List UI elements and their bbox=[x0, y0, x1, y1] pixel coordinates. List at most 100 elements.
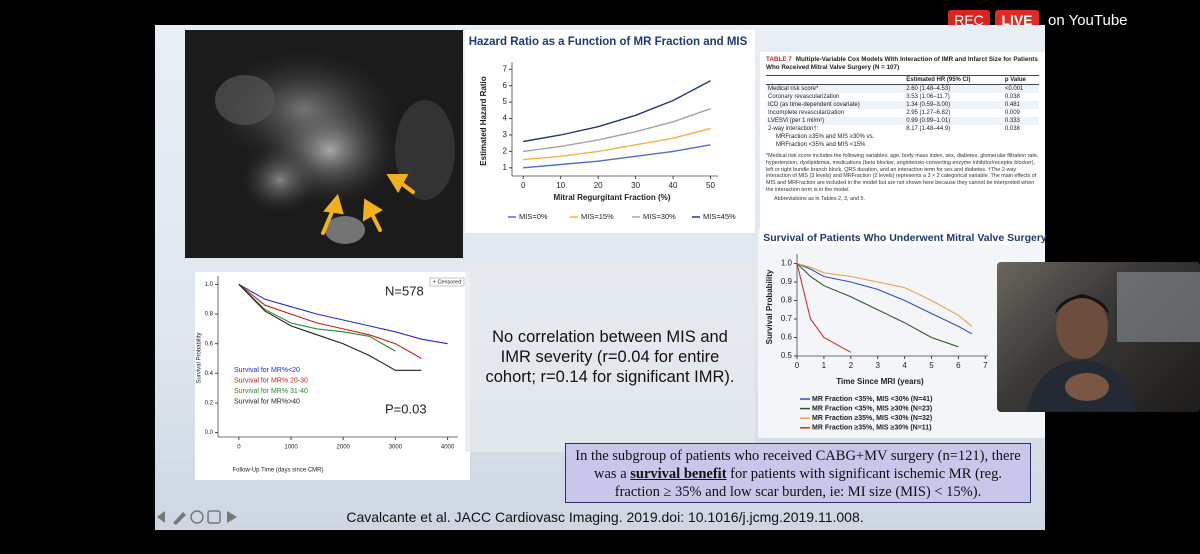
table-row: Medical risk score* 2.60 (1.48–4.53) <0.00… bbox=[766, 84, 1039, 93]
statement-text: No correlation between MIS and IMR sever… bbox=[485, 328, 735, 386]
series-line bbox=[238, 283, 448, 345]
table-title: TABLE 7 Multiple-Variable Cox Models With… bbox=[766, 56, 1039, 72]
y-tick-label: 0.2 bbox=[205, 401, 214, 407]
mri-image bbox=[185, 30, 463, 258]
x-tick-label: 4000 bbox=[441, 445, 455, 451]
x-tick-label: 0 bbox=[237, 445, 241, 451]
y-tick-label: 7 bbox=[503, 64, 508, 73]
table-cell: 0.038 bbox=[1004, 126, 1020, 132]
annotation: + Censored bbox=[433, 279, 462, 285]
header-cell: Estimated HR (95% CI) bbox=[904, 75, 1003, 85]
cox-table: TABLE 7 Multiple-Variable Cox Models With… bbox=[760, 52, 1045, 245]
x-tick-label: 30 bbox=[631, 181, 640, 190]
table-cell: LVESVi (per 1 ml/m²) bbox=[766, 117, 905, 125]
table-cell: 0.481 bbox=[1002, 101, 1039, 109]
series-line bbox=[238, 284, 396, 352]
legend-label: MIS=45% bbox=[703, 212, 736, 221]
x-axis-label: Follow-Up Time (days since CMR) bbox=[232, 468, 323, 474]
table-row: Coronary revascularization 3.53 (1.06–11.… bbox=[766, 93, 1039, 101]
legend-label: Survival for MR% 20-30 bbox=[234, 377, 308, 384]
legend-label: MR Fraction <35%, MIS ≥30% (N=23) bbox=[812, 405, 932, 412]
y-tick-label: 2 bbox=[503, 146, 508, 155]
y-axis-label: Survival Probability bbox=[765, 269, 774, 344]
table-cell: 2.95 (1.27–6.82) bbox=[906, 110, 951, 116]
legend-label: Survival for MR%>40 bbox=[234, 398, 300, 405]
y-tick-label: 1.0 bbox=[205, 282, 214, 288]
note-box: In the subgroup of patients who received… bbox=[565, 443, 1031, 503]
table-row: LVESVi (per 1 ml/m²) 0.99 (0.99–1.01) 0.33… bbox=[766, 117, 1039, 125]
y-tick-label: 0.6 bbox=[781, 333, 793, 342]
legend-label: MR Fraction ≥35%, MIS <30% (N=32) bbox=[812, 415, 932, 422]
y-tick-label: 5 bbox=[503, 97, 508, 106]
x-tick-label: 10 bbox=[556, 181, 565, 190]
annotation: N=578 bbox=[385, 283, 424, 298]
x-tick-label: 3 bbox=[875, 361, 880, 370]
y-tick-label: 0.5 bbox=[781, 351, 793, 360]
prev-button[interactable] bbox=[157, 511, 165, 523]
x-axis-label: Time Since MRI (years) bbox=[836, 377, 924, 386]
webcam-feed bbox=[997, 262, 1200, 412]
annotation: P=0.03 bbox=[385, 401, 427, 416]
y-tick-label: 0.8 bbox=[781, 296, 793, 305]
table-header-row: Estimated HR (95% CI) p Value bbox=[766, 75, 1039, 85]
table-cell: 0.038 bbox=[1004, 94, 1020, 100]
table-cell: 1.34 (0.59–3.00) bbox=[904, 101, 1003, 109]
x-tick-label: 0 bbox=[521, 181, 526, 190]
statement-box: No correlation between MIS and IMR sever… bbox=[465, 262, 755, 452]
x-tick-label: 40 bbox=[669, 181, 678, 190]
y-axis-label: Estimated Hazard Ratio bbox=[479, 76, 488, 165]
table-title-text: Multiple-Variable Cox Models With Intera… bbox=[766, 56, 1038, 71]
y-tick-label: 0.7 bbox=[781, 314, 793, 323]
x-tick-label: 3000 bbox=[389, 445, 403, 451]
x-tick-label: 4 bbox=[902, 361, 907, 370]
y-tick-label: 0.9 bbox=[781, 277, 793, 286]
y-tick-label: 3 bbox=[503, 130, 508, 139]
legend-label: Survival for MR%<20 bbox=[234, 367, 300, 374]
legend-label: Survival for MR% 31-40 bbox=[234, 388, 308, 395]
table-cell: Incomplete revascularization bbox=[768, 110, 845, 116]
series-line bbox=[796, 263, 852, 353]
x-tick-label: 0 bbox=[795, 361, 800, 370]
table-cell: ICD (as time-dependent covariate) bbox=[766, 101, 905, 109]
x-tick-label: 50 bbox=[706, 181, 715, 190]
legend-label: MR Fraction <35%, MIS <30% (N=41) bbox=[812, 396, 932, 403]
x-tick-label: 7 bbox=[983, 361, 988, 370]
table-abbreviations: Abbreviations as in Tables 2, 3, and 5. bbox=[774, 195, 866, 202]
y-tick-label: 0.8 bbox=[205, 312, 214, 318]
x-tick-label: 2000 bbox=[337, 445, 351, 451]
webcam-scene bbox=[1027, 272, 1200, 412]
y-tick-label: 1.0 bbox=[781, 259, 793, 268]
y-axis-label: Survival Probability bbox=[197, 332, 203, 383]
y-tick-label: 0.6 bbox=[205, 341, 214, 347]
table-cell: 8.17 (1.48–44.9) bbox=[906, 126, 951, 132]
x-axis-label: Mitral Regurgitant Fraction (%) bbox=[554, 193, 671, 202]
series-line bbox=[523, 144, 711, 169]
series-line bbox=[796, 263, 959, 348]
table-cell: 2.60 (1.48–4.53) bbox=[904, 84, 1003, 93]
chart-title: Hazard Ratio as a Function of MR Fractio… bbox=[469, 36, 748, 48]
annotation-box bbox=[429, 277, 465, 287]
hazard-panel bbox=[465, 30, 755, 233]
table-cell: 0.333 bbox=[1002, 117, 1039, 125]
next-button[interactable] bbox=[227, 511, 237, 523]
series-line bbox=[796, 262, 973, 327]
table-row: Incomplete revascularization 2.95 (1.27–6… bbox=[766, 109, 1039, 117]
y-tick-label: 0.0 bbox=[205, 430, 214, 436]
header-cell bbox=[766, 75, 905, 85]
legend-label: MR Fraction ≥35%, MIS ≥30% (N=11) bbox=[812, 425, 932, 432]
table-cell: MRFraction <35% and MIS <15% bbox=[776, 142, 866, 148]
note-text: for patients with significant ischemic M… bbox=[614, 466, 1002, 500]
table-cell: 3.53 (1.06–11.7) bbox=[906, 94, 950, 100]
table-body: Medical risk score* 2.60 (1.48–4.53) <0.00… bbox=[766, 84, 1039, 150]
table-cell: <0.001 bbox=[1002, 84, 1039, 93]
x-tick-label: 2 bbox=[849, 361, 854, 370]
x-tick-label: 6 bbox=[956, 361, 961, 370]
table-cell: 2-way interaction†: bbox=[768, 126, 819, 132]
table-row: 2-way interaction†: 8.17 (1.48–44.9) 0.038 bbox=[766, 125, 1039, 133]
table-row: ICD (as time-dependent covariate) 1.34 (0… bbox=[766, 101, 1039, 109]
y-tick-label: 0.4 bbox=[205, 371, 214, 377]
zoom-button[interactable] bbox=[190, 510, 204, 524]
menu-button[interactable] bbox=[207, 510, 221, 524]
pen-button[interactable] bbox=[173, 512, 186, 525]
